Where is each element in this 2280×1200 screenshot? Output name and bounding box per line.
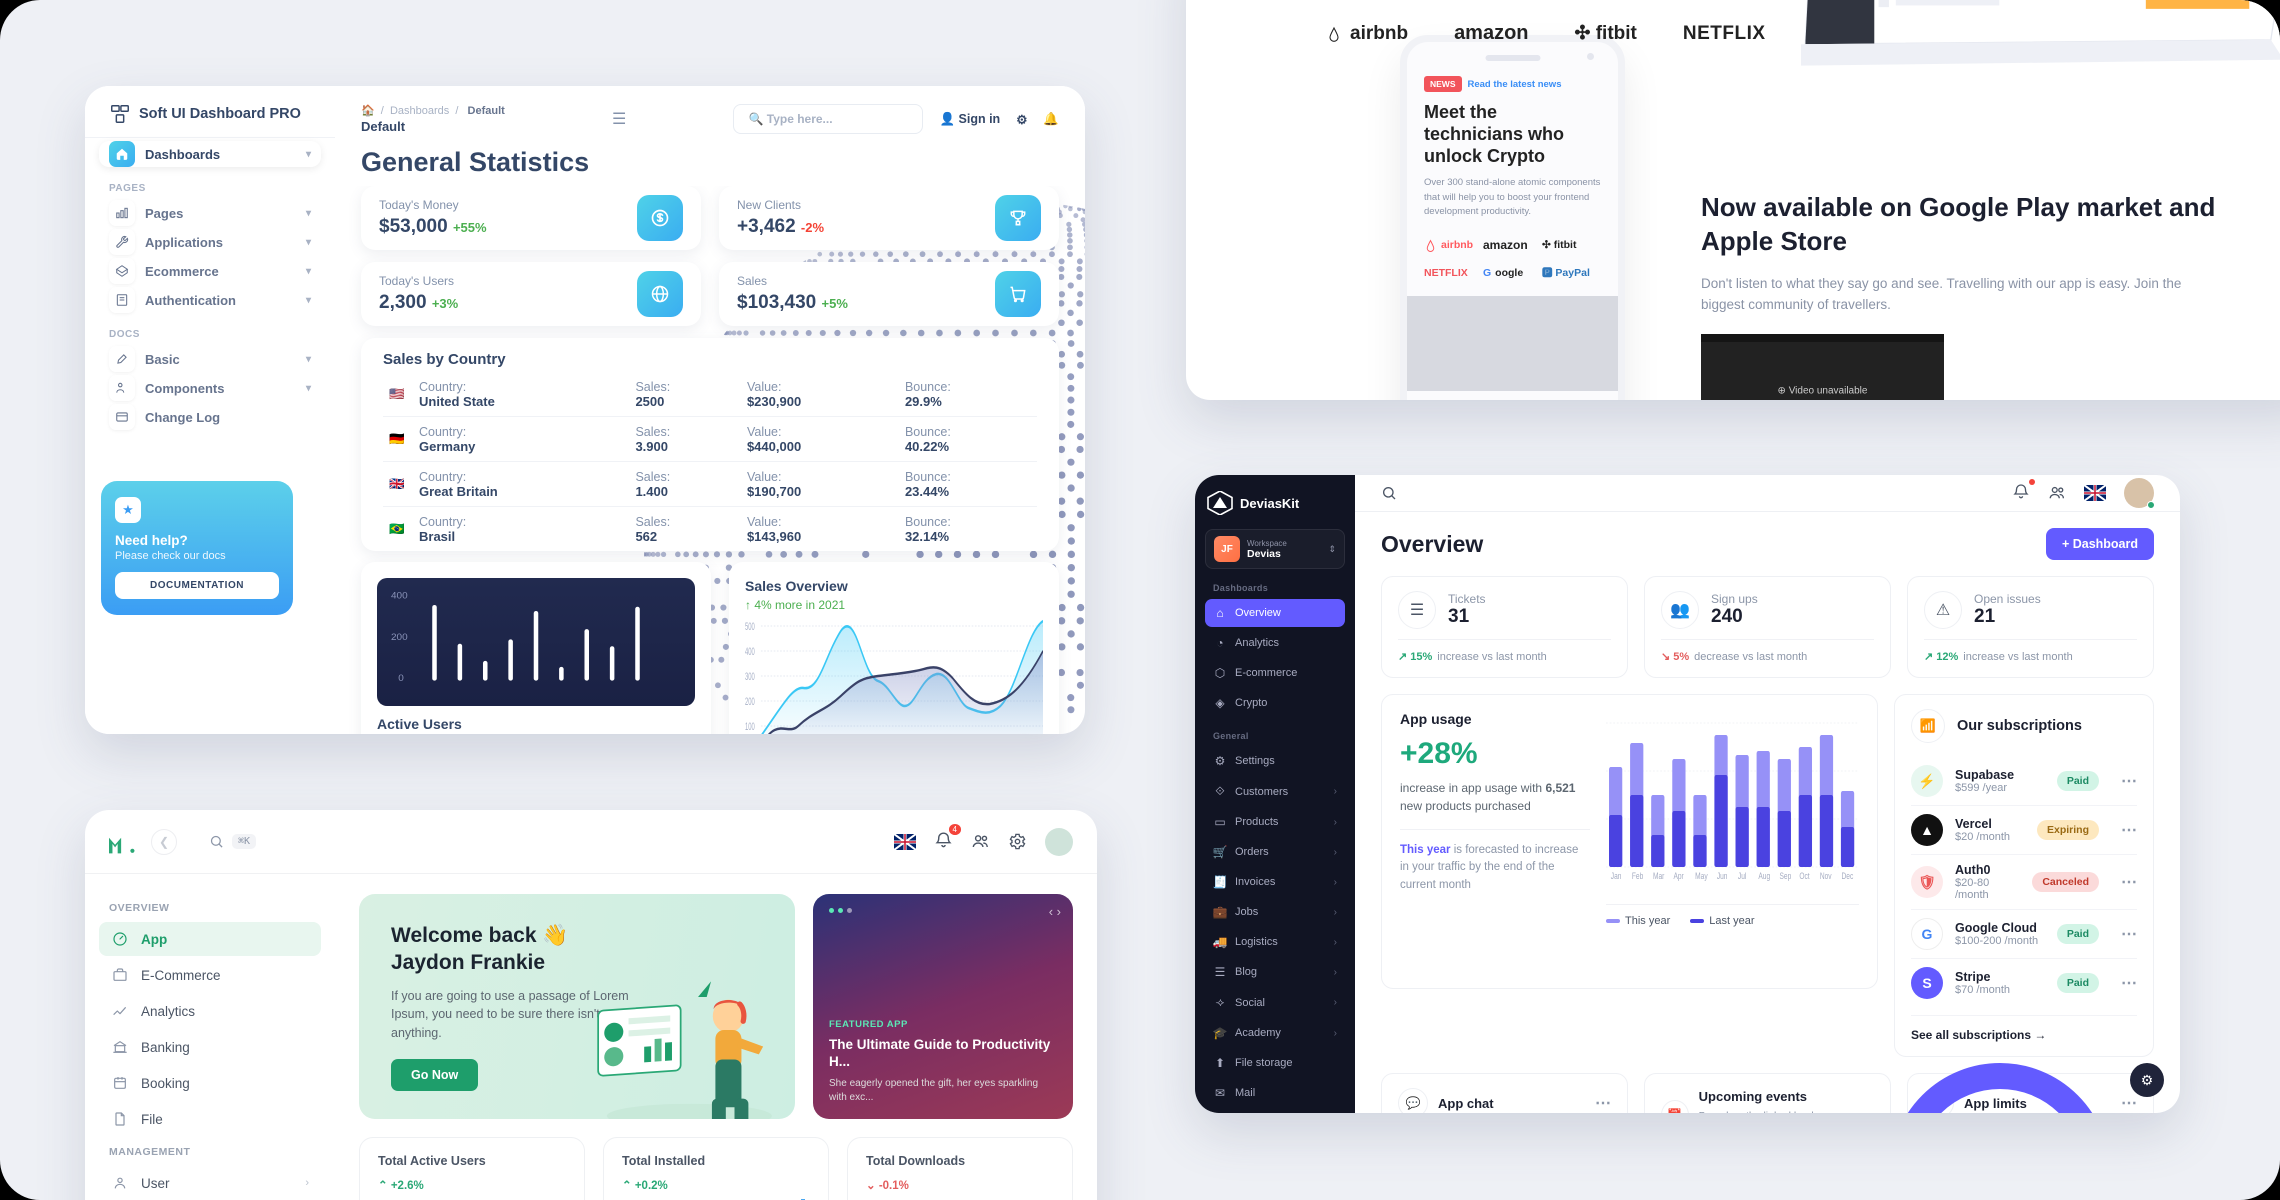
svg-text:May: May bbox=[1695, 871, 1708, 881]
svg-text:Mar: Mar bbox=[1653, 871, 1665, 881]
svg-text:Feb: Feb bbox=[1632, 871, 1643, 881]
svg-text:Dec: Dec bbox=[1842, 871, 1854, 881]
svg-text:Jun: Jun bbox=[1717, 871, 1728, 881]
svg-text:Oct: Oct bbox=[1799, 871, 1810, 881]
svg-text:Apr: Apr bbox=[1673, 871, 1684, 881]
svg-text:400: 400 bbox=[391, 591, 408, 602]
svg-text:Jan: Jan bbox=[1611, 871, 1622, 881]
svg-text:200: 200 bbox=[745, 695, 755, 707]
svg-text:0: 0 bbox=[398, 673, 404, 684]
svg-text:Sep: Sep bbox=[1779, 871, 1791, 881]
svg-text:500: 500 bbox=[745, 620, 755, 632]
svg-text:Aug: Aug bbox=[1758, 871, 1770, 881]
svg-text:300: 300 bbox=[745, 670, 755, 682]
svg-text:100: 100 bbox=[745, 720, 755, 732]
svg-text:200: 200 bbox=[391, 632, 408, 643]
svg-text:Jul: Jul bbox=[1738, 871, 1747, 881]
svg-text:Nov: Nov bbox=[1820, 871, 1832, 881]
svg-text:400: 400 bbox=[745, 645, 755, 657]
